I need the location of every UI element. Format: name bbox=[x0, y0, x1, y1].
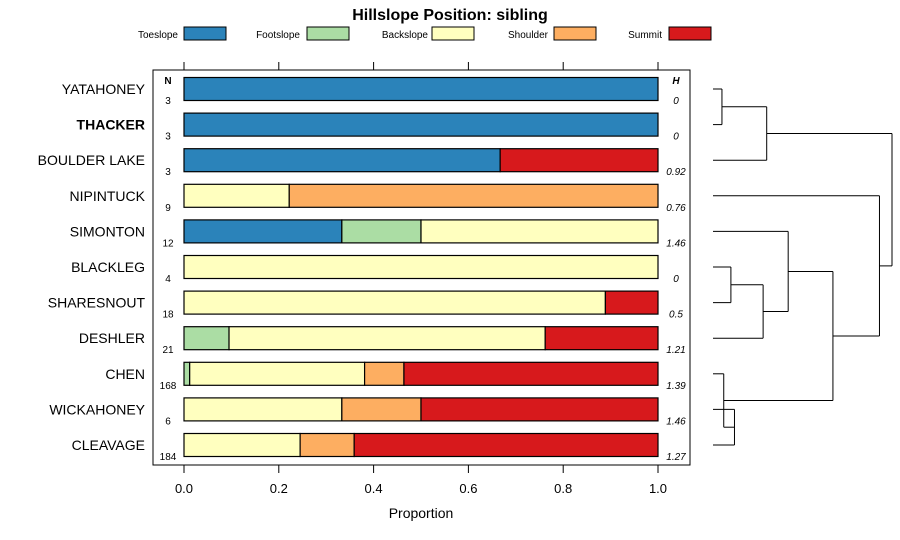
hillslope-chart: Hillslope Position: sibling Toeslope Foot… bbox=[0, 0, 900, 540]
x-axis-title: Proportion bbox=[389, 505, 454, 521]
bar-segment-wickahoney-backslope bbox=[184, 398, 342, 421]
legend-label-backslope: Backslope bbox=[382, 30, 429, 41]
row-label-boulder-lake: BOULDER LAKE bbox=[38, 152, 145, 168]
row-deshler: DESHLER 21 1.21 bbox=[79, 327, 686, 357]
n-value-chen: 168 bbox=[160, 381, 177, 392]
bar-segment-nipintuck-shoulder bbox=[289, 184, 658, 207]
bar-segment-deshler-backslope bbox=[229, 327, 545, 350]
h-value-cleavage: 1.27 bbox=[666, 452, 686, 463]
n-column-header: N bbox=[164, 76, 171, 87]
row-wickahoney: WICKAHONEY 6 1.46 bbox=[49, 398, 686, 428]
top-axis-ticks bbox=[184, 62, 658, 70]
legend-label-shoulder: Shoulder bbox=[508, 30, 549, 41]
legend-swatch-summit bbox=[669, 27, 711, 40]
bar-segment-wickahoney-summit bbox=[421, 398, 658, 421]
row-label-chen: CHEN bbox=[105, 366, 145, 382]
row-label-nipintuck: NIPINTUCK bbox=[70, 188, 146, 204]
h-value-nipintuck: 0.76 bbox=[666, 203, 686, 214]
h-value-sharesnout: 0.5 bbox=[669, 310, 683, 321]
bar-segment-deshler-summit bbox=[545, 327, 658, 350]
h-value-boulder-lake: 0.92 bbox=[666, 167, 686, 178]
row-label-simonton: SIMONTON bbox=[70, 223, 145, 239]
row-label-wickahoney: WICKAHONEY bbox=[49, 401, 145, 417]
row-label-yatahoney: YATAHONEY bbox=[62, 81, 146, 97]
row-boulder-lake: BOULDER LAKE 3 0.92 bbox=[38, 149, 687, 179]
bar-segment-thacker-toeslope bbox=[184, 113, 658, 136]
legend-label-summit: Summit bbox=[628, 30, 662, 41]
legend-label-toeslope: Toeslope bbox=[138, 30, 178, 41]
row-label-sharesnout: SHARESNOUT bbox=[48, 295, 146, 311]
legend-label-footslope: Footslope bbox=[256, 30, 300, 41]
row-yatahoney: YATAHONEY 3 0 bbox=[62, 78, 679, 108]
bar-segment-cleavage-backslope bbox=[184, 434, 300, 457]
row-label-thacker: THACKER bbox=[77, 117, 145, 133]
bar-segment-chen-shoulder bbox=[365, 362, 404, 385]
n-value-simonton: 12 bbox=[162, 238, 174, 249]
bar-rows: YATAHONEY 3 0 THACKER 3 0 BOULDER LAKE 3 0.92 NIP… bbox=[38, 78, 687, 464]
chart-title: Hillslope Position: sibling bbox=[352, 7, 548, 24]
bar-segment-sharesnout-summit bbox=[605, 291, 658, 314]
x-tick-label-3: 0.6 bbox=[459, 481, 477, 496]
row-chen: CHEN 168 1.39 bbox=[105, 362, 686, 392]
legend-swatch-footslope bbox=[307, 27, 349, 40]
bar-segment-simonton-footslope bbox=[342, 220, 421, 243]
h-value-simonton: 1.46 bbox=[666, 238, 686, 249]
row-sharesnout: SHARESNOUT 18 0.5 bbox=[48, 291, 684, 321]
dendrogram bbox=[713, 89, 892, 445]
bar-segment-simonton-toeslope bbox=[184, 220, 342, 243]
bar-segment-boulder-lake-summit bbox=[500, 149, 658, 172]
bar-segment-chen-footslope bbox=[184, 362, 190, 385]
row-label-cleavage: CLEAVAGE bbox=[72, 437, 145, 453]
n-value-nipintuck: 9 bbox=[165, 203, 171, 214]
bar-segment-sharesnout-backslope bbox=[184, 291, 605, 314]
x-axis: 0.0 0.2 0.4 0.6 0.8 1.0 bbox=[175, 465, 667, 496]
n-value-cleavage: 184 bbox=[160, 452, 177, 463]
h-value-deshler: 1.21 bbox=[666, 345, 685, 356]
n-value-wickahoney: 6 bbox=[165, 416, 171, 427]
h-value-chen: 1.39 bbox=[666, 381, 686, 392]
h-value-wickahoney: 1.46 bbox=[666, 416, 686, 427]
h-column-header: H bbox=[672, 76, 680, 87]
n-value-blackleg: 4 bbox=[165, 274, 171, 285]
bar-segment-chen-backslope bbox=[190, 362, 365, 385]
bar-segment-blackleg-backslope bbox=[184, 256, 658, 279]
bar-segment-yatahoney-toeslope bbox=[184, 78, 658, 101]
bar-segment-boulder-lake-toeslope bbox=[184, 149, 500, 172]
legend-swatch-backslope bbox=[432, 27, 474, 40]
h-value-blackleg: 0 bbox=[673, 274, 679, 285]
bar-segment-cleavage-shoulder bbox=[300, 434, 354, 457]
legend-swatch-shoulder bbox=[554, 27, 596, 40]
row-blackleg: BLACKLEG 4 0 bbox=[71, 256, 679, 286]
n-value-boulder-lake: 3 bbox=[165, 167, 171, 178]
bar-segment-simonton-backslope bbox=[421, 220, 658, 243]
n-value-yatahoney: 3 bbox=[165, 96, 171, 107]
legend: Toeslope Footslope Backslope Shoulder Summit bbox=[138, 27, 711, 41]
bar-segment-wickahoney-shoulder bbox=[342, 398, 421, 421]
bar-segment-deshler-footslope bbox=[184, 327, 229, 350]
n-value-sharesnout: 18 bbox=[162, 310, 174, 321]
row-cleavage: CLEAVAGE 184 1.27 bbox=[72, 434, 687, 464]
row-thacker: THACKER 3 0 bbox=[77, 113, 680, 143]
h-value-yatahoney: 0 bbox=[673, 96, 679, 107]
bar-segment-chen-summit bbox=[404, 362, 658, 385]
x-tick-label-4: 0.8 bbox=[554, 481, 572, 496]
n-value-deshler: 21 bbox=[162, 345, 174, 356]
row-label-deshler: DESHLER bbox=[79, 330, 145, 346]
bar-segment-cleavage-summit bbox=[354, 434, 658, 457]
row-simonton: SIMONTON 12 1.46 bbox=[70, 220, 686, 250]
x-tick-label-2: 0.4 bbox=[365, 481, 383, 496]
legend-swatch-toeslope bbox=[184, 27, 226, 40]
row-label-blackleg: BLACKLEG bbox=[71, 259, 145, 275]
row-nipintuck: NIPINTUCK 9 0.76 bbox=[70, 184, 687, 214]
x-tick-label-0: 0.0 bbox=[175, 481, 193, 496]
bar-segment-nipintuck-backslope bbox=[184, 184, 289, 207]
h-value-thacker: 0 bbox=[673, 132, 679, 143]
n-value-thacker: 3 bbox=[165, 132, 171, 143]
x-tick-label-5: 1.0 bbox=[649, 481, 667, 496]
x-tick-label-1: 0.2 bbox=[270, 481, 288, 496]
